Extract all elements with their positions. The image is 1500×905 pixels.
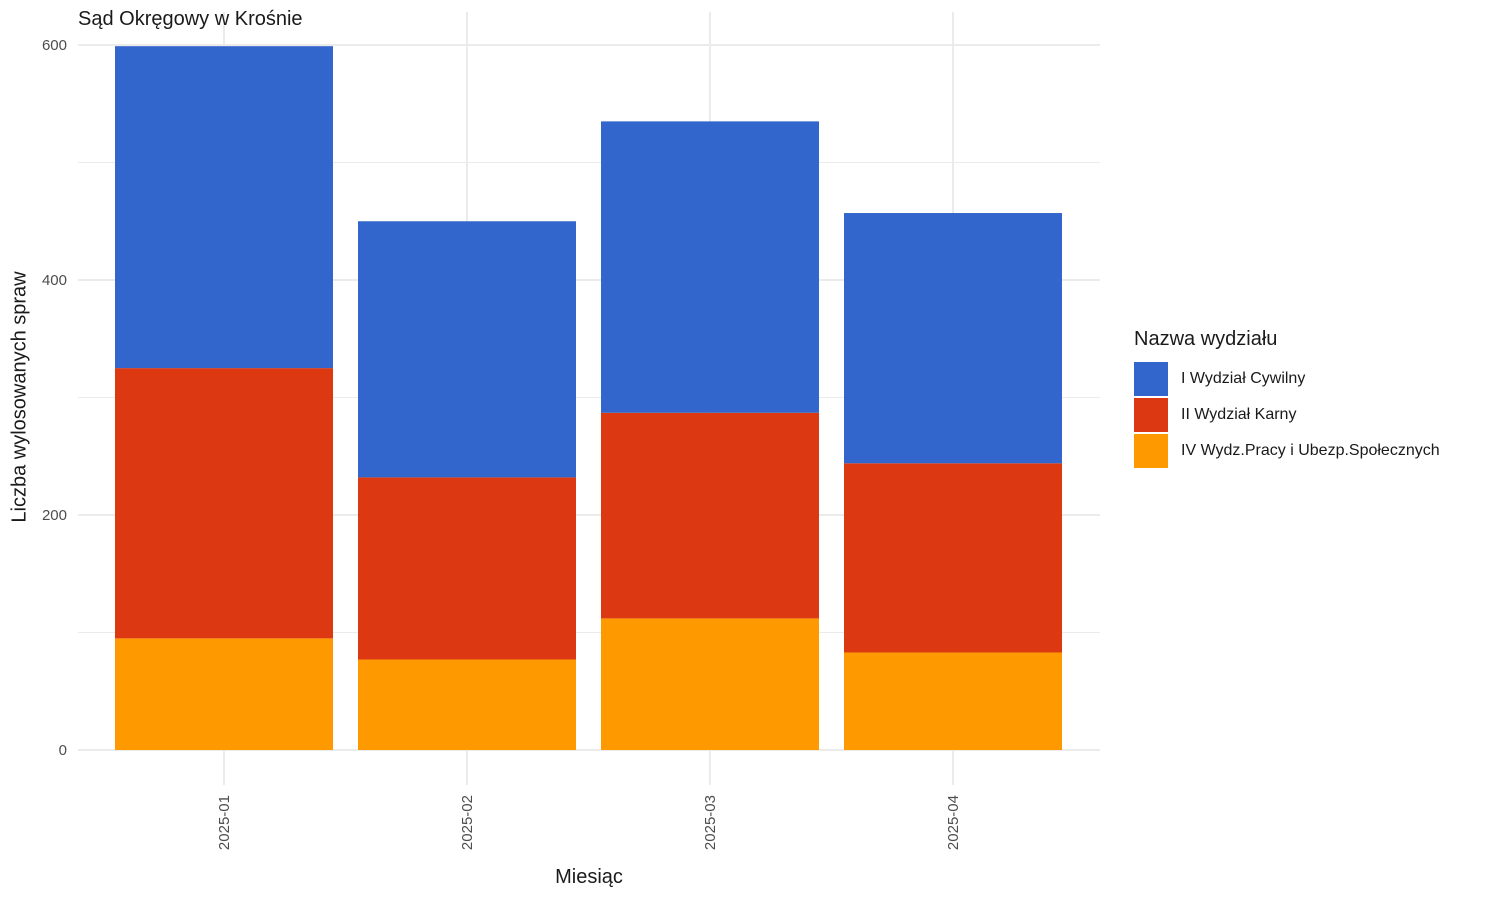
bar-2025-04-series-2 bbox=[844, 213, 1062, 464]
legend-swatch-pracy bbox=[1134, 434, 1168, 468]
legend-item-pracy: IV Wydz.Pracy i Ubezp.Społecznych bbox=[1134, 433, 1440, 469]
bar-2025-01-series-1 bbox=[115, 368, 333, 639]
bar-2025-04-series-0 bbox=[844, 652, 1062, 750]
y-axis-label: Liczba wylosowanych spraw bbox=[8, 271, 31, 523]
bar-2025-03-series-0 bbox=[601, 618, 819, 750]
bar-2025-01-series-2 bbox=[115, 46, 333, 369]
bar-2025-02-series-1 bbox=[358, 477, 576, 660]
legend-title: Nazwa wydziału bbox=[1134, 328, 1278, 350]
y-tick-label: 200 bbox=[42, 507, 67, 524]
legend-label-karny: II Wydział Karny bbox=[1181, 406, 1297, 423]
legend-item-karny: II Wydział Karny bbox=[1134, 397, 1440, 433]
bar-2025-02-series-2 bbox=[358, 221, 576, 478]
bar-2025-02-series-0 bbox=[358, 659, 576, 750]
y-tick-label: 600 bbox=[42, 37, 67, 54]
bar-2025-03-series-1 bbox=[601, 412, 819, 619]
legend: Nazwa wydziału I Wydział Cywilny II Wydz… bbox=[1134, 328, 1440, 469]
x-axis-label: Miesiąc bbox=[555, 866, 623, 888]
legend-swatch-cywilny bbox=[1134, 362, 1168, 396]
x-tick-label: 2025-03 bbox=[702, 795, 719, 850]
x-tick-label: 2025-01 bbox=[216, 795, 233, 850]
legend-label-cywilny: I Wydział Cywilny bbox=[1181, 370, 1306, 387]
bar-2025-01-series-0 bbox=[115, 638, 333, 750]
x-tick-label: 2025-02 bbox=[459, 795, 476, 850]
chart-title: Sąd Okręgowy w Krośnie bbox=[78, 8, 303, 30]
bar-2025-03-series-2 bbox=[601, 121, 819, 413]
x-tick-label: 2025-04 bbox=[945, 795, 962, 850]
y-tick-label: 0 bbox=[59, 742, 67, 759]
legend-item-cywilny: I Wydział Cywilny bbox=[1134, 361, 1440, 397]
legend-label-pracy: IV Wydz.Pracy i Ubezp.Społecznych bbox=[1181, 442, 1440, 459]
y-tick-label: 400 bbox=[42, 272, 67, 289]
legend-swatch-karny bbox=[1134, 398, 1168, 432]
bar-2025-04-series-1 bbox=[844, 463, 1062, 653]
